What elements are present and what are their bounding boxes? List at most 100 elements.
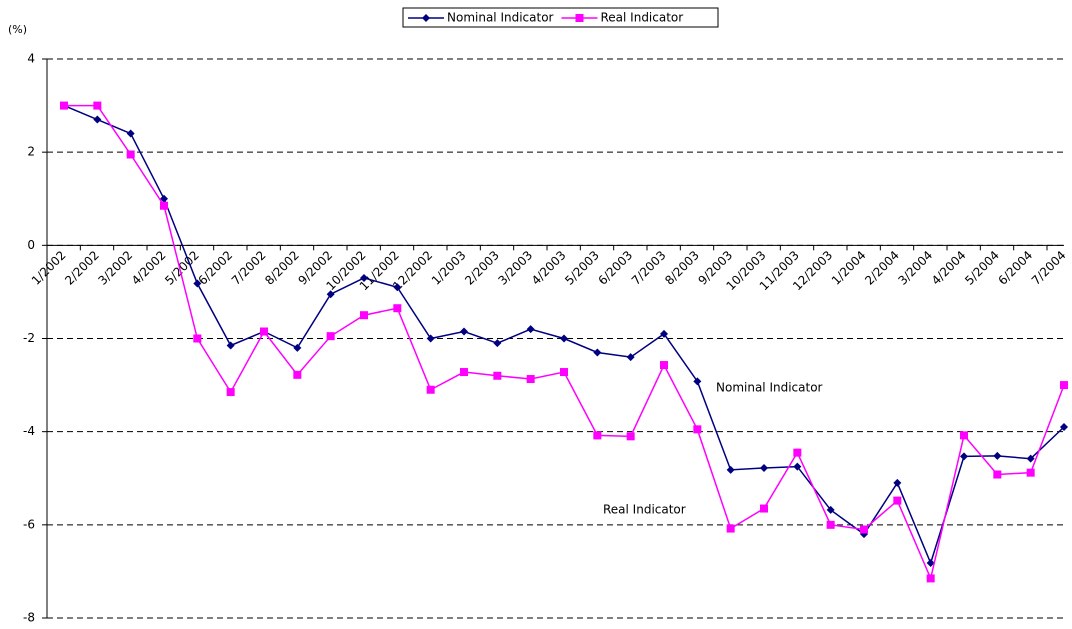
point	[826, 520, 835, 529]
point	[93, 115, 102, 124]
point	[660, 329, 668, 338]
point	[526, 375, 535, 384]
point	[160, 194, 168, 203]
x-tick-label: 6/2003	[596, 248, 636, 288]
point	[660, 361, 668, 370]
legend-label: Real Indicator	[600, 11, 683, 25]
point	[793, 462, 802, 471]
point	[926, 574, 935, 583]
point	[260, 327, 268, 336]
point	[575, 14, 584, 22]
legend-label: Nominal Indicator	[447, 11, 554, 25]
point	[893, 496, 902, 505]
point	[360, 311, 368, 320]
point	[426, 385, 435, 394]
y-tick-label: -8	[23, 611, 35, 625]
x-tick-label: 7/2004	[1029, 248, 1069, 288]
point	[826, 505, 835, 514]
point	[960, 452, 968, 461]
point	[526, 325, 535, 334]
y-tick-label: 0	[27, 238, 35, 252]
y-tick-label: 2	[27, 145, 35, 159]
x-tick-label: 4/2004	[929, 248, 969, 288]
point	[493, 371, 502, 380]
series	[60, 101, 1068, 583]
x-tick-label: 1/2004	[829, 248, 869, 288]
y-tick-label: -2	[23, 331, 35, 345]
y-tick-label: -4	[23, 424, 35, 438]
annotation: Nominal Indicator	[716, 381, 823, 395]
point	[326, 332, 335, 341]
x-tick-label: 5/2003	[562, 248, 602, 288]
series-line	[63, 104, 1065, 566]
point	[60, 101, 68, 110]
point	[1060, 381, 1068, 390]
x-tick-label: 2/2003	[462, 248, 502, 288]
point	[126, 150, 135, 159]
legend-box	[402, 7, 719, 28]
x-tick-label: 6/2004	[996, 248, 1036, 288]
point	[993, 470, 1002, 479]
point	[926, 559, 935, 568]
x-tick-label: 7/2002	[229, 248, 269, 288]
point	[293, 370, 302, 379]
point	[760, 464, 768, 473]
point	[793, 448, 802, 457]
point	[626, 432, 635, 441]
y-tick-label: -6	[23, 517, 35, 531]
x-tick-label: 3/2002	[96, 248, 136, 288]
point	[593, 348, 602, 357]
point	[1026, 468, 1035, 477]
point	[422, 14, 430, 22]
x-tick-label: 4/2003	[529, 248, 569, 288]
x-tick-label: 3/2003	[496, 248, 536, 288]
point	[393, 304, 402, 313]
x-tick-label: 7/2003	[629, 248, 669, 288]
point	[360, 273, 368, 282]
point	[726, 524, 735, 533]
y-tick-label: 4	[27, 52, 35, 66]
x-tick-label: 4/2002	[129, 248, 169, 288]
point	[593, 431, 602, 440]
point	[693, 425, 702, 434]
point	[560, 334, 568, 343]
point	[726, 465, 735, 474]
point	[960, 431, 968, 440]
series	[60, 101, 1068, 568]
point	[426, 334, 435, 343]
point	[560, 368, 568, 377]
point	[460, 368, 468, 377]
point	[226, 341, 235, 350]
point	[326, 290, 335, 299]
x-tick-label: 8/2002	[262, 248, 302, 288]
point	[193, 334, 202, 343]
x-tick-label: 2/2002	[62, 248, 102, 288]
point	[493, 339, 502, 348]
point	[693, 377, 702, 386]
point	[93, 101, 102, 110]
x-tick-label: 6/2002	[196, 248, 236, 288]
x-tick-label: 1/2002	[29, 248, 69, 288]
point	[993, 451, 1002, 460]
point	[393, 283, 402, 292]
point	[160, 201, 168, 210]
x-tick-label: 1/2003	[429, 248, 469, 288]
x-tick-label: 8/2003	[662, 248, 702, 288]
point	[460, 327, 468, 336]
point	[860, 525, 868, 534]
point	[293, 343, 302, 352]
point	[760, 504, 768, 513]
point	[893, 478, 902, 487]
x-tick-label: 5/2004	[962, 248, 1002, 288]
point	[1060, 423, 1068, 432]
x-tick-label: 3/2004	[896, 248, 936, 288]
unit-label: (%)	[8, 23, 27, 36]
point	[126, 129, 135, 138]
point	[226, 388, 235, 397]
annotation: Real Indicator	[603, 503, 686, 517]
point	[193, 279, 202, 288]
point	[626, 353, 635, 362]
x-tick-label: 2/2004	[862, 248, 902, 288]
point	[1026, 454, 1035, 463]
